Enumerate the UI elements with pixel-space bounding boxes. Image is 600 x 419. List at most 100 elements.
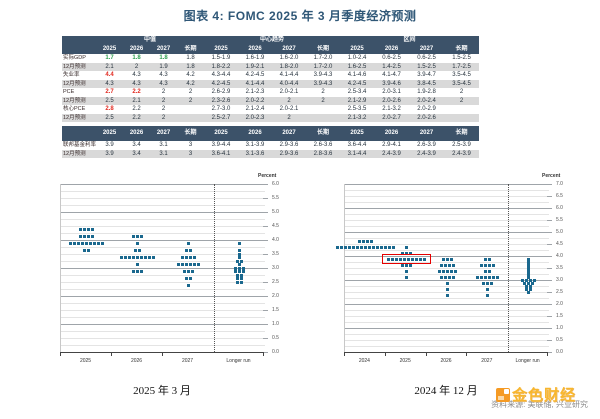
y-axis-label: 1.0 [556,324,563,331]
table-cell: 4.2 [186,72,195,78]
y-axis-tick [547,220,552,221]
dot [445,281,449,285]
x-axis-tick [162,352,163,356]
grid-line [345,202,549,203]
table-cell: 1.9 [150,62,177,71]
grid-line [345,316,549,317]
dot [529,284,533,288]
grid-line [61,198,265,199]
dot [369,239,373,243]
table-cell: 1.6-1.9 [245,55,265,61]
table-cell: 0.6-2.5 [382,55,401,61]
grid-line [345,226,549,227]
dot [240,280,243,284]
year-header-cell: 2027 [150,45,177,54]
dot [234,270,237,273]
dot [484,269,488,273]
grid-line [61,338,265,339]
dot [367,245,371,249]
grid-line [345,214,549,215]
table-cell: 4.3 [132,72,141,78]
dot [189,256,192,259]
dot [140,235,143,238]
dot [181,256,184,259]
dot [402,257,406,261]
longer-run-divider [508,184,510,352]
table-cell: 3.5-4.5 [452,72,471,78]
dot [351,245,355,249]
grid-line [345,310,549,311]
table-cell: 2.1 [123,96,150,105]
dot [87,249,90,252]
y-axis-tick [263,310,268,311]
table-cell: 2.0-2.9 [417,106,436,112]
table-cell: 4.3 [123,79,150,88]
y-axis-tick [547,340,552,341]
dot [379,245,383,249]
table-cell: 3.9-4.4 [211,142,231,148]
dot [83,228,86,231]
dot [404,275,408,279]
dot [447,263,451,267]
dot [445,293,449,297]
dot [361,239,365,243]
table-cell: 3.9-4.7 [417,72,436,78]
table-cell [306,105,340,114]
y-axis-tick [547,232,552,233]
y-axis-tick [263,254,268,255]
dot [339,245,343,249]
dot [451,275,455,279]
dot [525,284,529,288]
dot [400,251,404,255]
x-axis-tick [111,352,112,356]
year-header-cell: 2026 [123,45,150,54]
dot [439,263,443,267]
y-axis-label: 2.5 [272,278,279,285]
table-cell: 3 [188,142,193,148]
dot [486,293,490,297]
table-cell: 4.1-4.4 [279,72,299,78]
y-axis-label: 2.0 [556,300,563,307]
table-cell: 4.2 [177,79,205,88]
table-cell: 3.6-4.4 [347,142,367,148]
dot [404,269,408,273]
table-cell: 1.8 [186,55,195,61]
source-note: 资料来源: 美联储, 兴业研究 [491,400,588,409]
dot [236,277,239,280]
dot [355,245,359,249]
y-axis-tick [547,196,552,197]
dot [83,235,86,238]
table-cell: 2.9-3.6 [272,149,306,158]
table-year-header: 2025 2026 2027 长期 2025 2026 2027 长期 2025 2026 2027… [62,126,479,141]
row-label: PCE [63,89,75,95]
dot [445,287,449,291]
y-axis-tick [263,268,268,269]
y-axis-label: 3.0 [556,276,563,283]
grid-line [345,262,549,263]
plot-area [60,184,265,353]
table-cell: 3.9 [96,149,123,158]
table-cell: 1.5-1.9 [211,55,231,61]
dot [89,242,92,245]
y-axis-tick [547,316,552,317]
x-axis-label: 2024 [358,358,370,364]
y-axis-label: 0.0 [272,348,279,355]
table-cell: 1.9-2.8 [417,89,436,95]
dot [486,287,490,291]
dot [87,235,90,238]
dot [488,275,492,279]
table-cell: 2.5-3.9 [452,142,471,148]
dot [529,278,533,282]
dot [484,275,488,279]
grid-line [345,256,549,257]
table-cell: 2.7 [105,89,114,95]
table-cell: 2 [150,113,177,122]
corner-cell [62,36,96,45]
dot [390,257,394,261]
dot [238,266,241,270]
y-axis-tick [547,328,552,329]
group-header-cell: 区间 [340,36,480,45]
grid-line [345,184,549,185]
dot [490,281,494,285]
corner-cell [62,126,96,141]
